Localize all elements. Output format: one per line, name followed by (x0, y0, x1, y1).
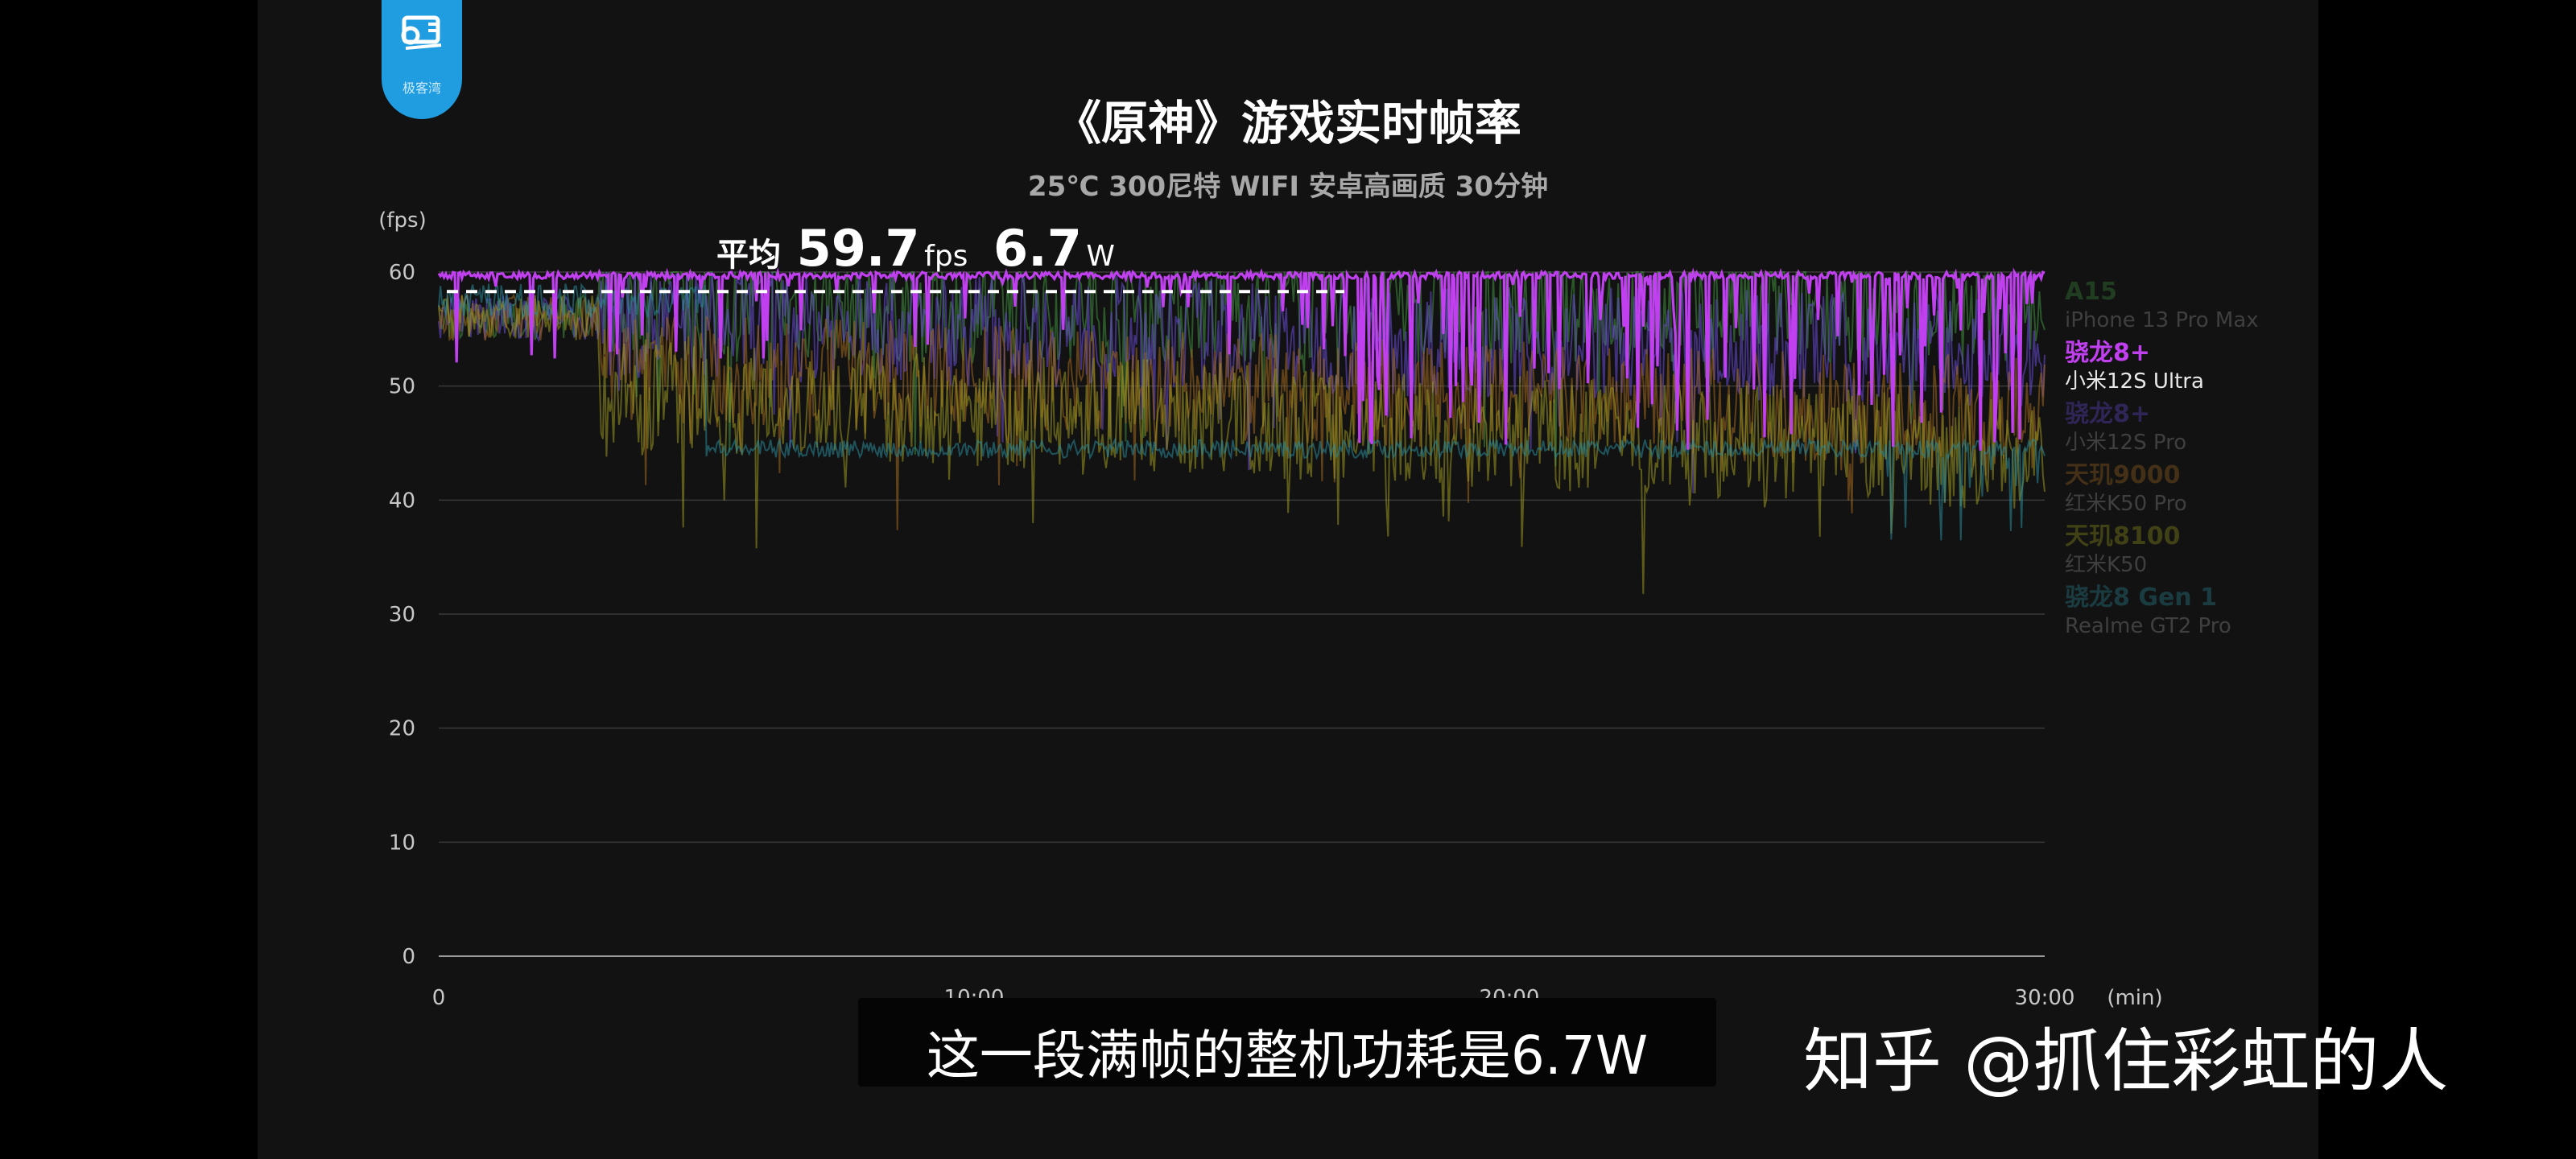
avg-label: 平均 (716, 237, 781, 274)
series-line (438, 280, 2046, 541)
series-line (438, 293, 2046, 594)
power-value: 6.7 (993, 219, 1082, 278)
y-tick-label: 20 (389, 717, 415, 741)
legend-item: 骁龙8+小米12S Ultra (2065, 339, 2204, 394)
legend-device: 红米K50 Pro (2065, 492, 2187, 516)
avg-value: 59.7 (797, 219, 920, 278)
legend-chip: 天玑8100 (2065, 522, 2181, 551)
series-lines (437, 267, 2046, 594)
geekerwan-logo-icon (401, 15, 442, 50)
series-line (438, 293, 2046, 530)
chart-subtitle: 25℃ 300尼特 WIFI 安卓高画质 30分钟 (1027, 171, 1549, 203)
legend-item: 天玑9000 红米K50 Pro (2065, 461, 2187, 516)
y-axis-unit: (fps) (378, 208, 427, 233)
legend-chip: 骁龙8 Gen 1 (2065, 584, 2217, 612)
average-annotation: 平均 59.7 fps 6.7 W (716, 219, 1115, 278)
video-frame (258, 0, 2318, 1159)
series-line (437, 267, 2046, 451)
y-tick-labels: 0 10 20 30 40 50 60 (389, 261, 415, 969)
legend-chip: 骁龙8+ (2065, 339, 2150, 367)
x-axis-unit: (min) (2107, 986, 2162, 1010)
logo-text: 极客湾 (402, 80, 441, 96)
y-tick-label: 60 (389, 261, 415, 285)
y-tick-label: 30 (389, 603, 415, 627)
y-tick-label: 50 (389, 375, 415, 399)
chart-title: 《原神》游戏实时帧率 (1054, 96, 1521, 151)
subtitle-caption-box: 这一段满帧的整机功耗是6.7W (858, 998, 1716, 1087)
legend-device: 小米12S Ultra (2065, 369, 2204, 394)
avg-unit: fps (924, 240, 968, 273)
legend-chip: 天玑9000 (2065, 461, 2181, 489)
legend-item: 骁龙8+ 小米12S Pro (2065, 400, 2186, 455)
legend-chip: A15 (2065, 278, 2117, 306)
video-caption: 这一段满帧的整机功耗是6.7W (926, 1025, 1649, 1087)
power-unit: W (1086, 240, 1115, 273)
y-tick-label: 40 (389, 489, 415, 513)
legend-chip: 骁龙8+ (2065, 400, 2150, 428)
x-tick-label: 30:00 (2015, 986, 2075, 1010)
x-tick-label: 0 (432, 986, 446, 1010)
y-tick-label: 10 (389, 831, 415, 855)
channel-logo: 极客湾 (382, 0, 462, 119)
legend-device: 红米K50 (2065, 553, 2147, 577)
y-tick-label: 0 (402, 945, 415, 969)
legend-device: iPhone 13 Pro Max (2065, 308, 2259, 332)
series-line (438, 271, 2046, 493)
legend-device: Realme GT2 Pro (2065, 614, 2231, 638)
svg-text:平均 59.7 fps: 平均 59.7 fps 6.7 W (716, 219, 1115, 278)
legend-device: 小米12S Pro (2065, 431, 2186, 455)
zhihu-watermark: 知乎 @抓住彩虹的人 (1803, 1021, 2449, 1102)
